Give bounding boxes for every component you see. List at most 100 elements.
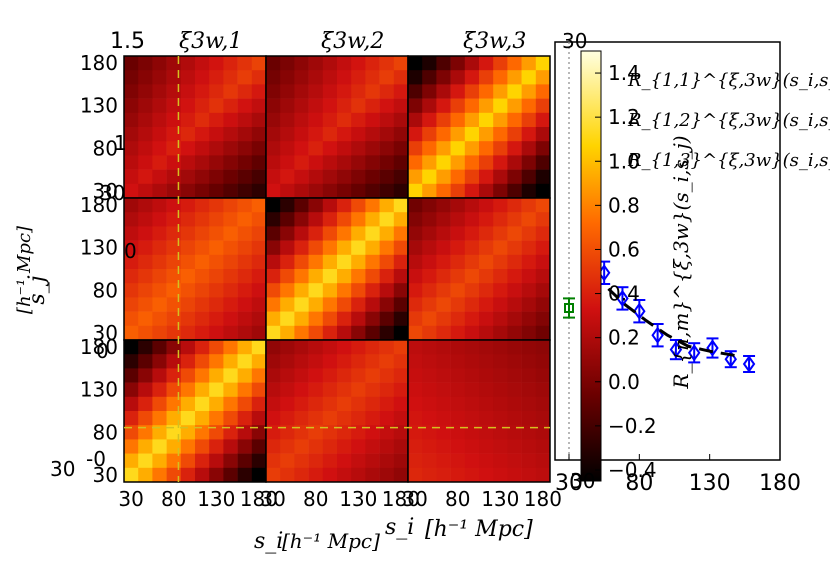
heatmap-cell <box>209 340 224 355</box>
heatmap-cell <box>138 269 153 284</box>
heatmap-cell <box>493 254 508 270</box>
colorbar-tick-label: 0.6 <box>608 237 640 261</box>
heatmap-cell <box>408 198 423 213</box>
heatmap-cell <box>322 340 338 355</box>
heatmap-cell <box>280 425 295 440</box>
heatmap-cell <box>408 127 423 142</box>
heatmap-cell <box>209 453 224 469</box>
heatmap-cell <box>294 297 309 312</box>
heatmap-cell <box>223 396 238 412</box>
heatmap-cell <box>436 439 451 454</box>
heatmap-cell <box>166 439 182 454</box>
heatmap-cell <box>521 283 537 298</box>
heatmap-cell <box>322 439 338 454</box>
heatmap-cell <box>223 56 238 71</box>
heatmap-cell <box>521 269 537 284</box>
heatmap-cell <box>337 325 352 341</box>
heatmap-cell <box>535 283 551 298</box>
heatmap-cell <box>294 283 309 298</box>
heatmap-cell <box>138 70 153 85</box>
heatmap-cell <box>436 354 451 369</box>
heatmap-cell <box>521 439 537 454</box>
heatmap-cell <box>493 198 508 213</box>
heatmap-cell <box>124 183 139 199</box>
heatmap-cell <box>393 425 409 440</box>
heatmap-cell <box>322 56 338 71</box>
heatmap-cell <box>422 112 437 128</box>
heatmap-cell <box>422 311 437 327</box>
heatmap-cell <box>436 368 451 383</box>
heatmap-cell <box>351 467 366 483</box>
heatmap-cell <box>223 155 238 170</box>
heatmap-cell <box>365 382 380 398</box>
heatmap-cell <box>152 98 167 114</box>
heatmap-cell <box>266 453 281 469</box>
heatmap-cell <box>337 467 352 483</box>
heatmap-cell <box>223 411 238 426</box>
heatmap-cell <box>152 198 167 213</box>
x-axis-label: s_i <box>254 529 283 554</box>
heatmap-cell <box>152 127 167 142</box>
heatmap-cell <box>379 98 395 114</box>
heatmap-cell <box>351 283 366 298</box>
heatmap-cell <box>124 70 139 85</box>
heatmap-cell <box>138 141 153 156</box>
heatmap-cell <box>280 240 295 256</box>
heatmap-panel-2-0 <box>123 339 267 483</box>
heatmap-cell <box>237 141 253 156</box>
heatmap-cell <box>237 254 253 270</box>
heatmap-cell <box>479 467 494 483</box>
colorbar-tick-label: 0.0 <box>608 370 640 394</box>
heatmap-cell <box>237 70 253 85</box>
heatmap-cell <box>209 368 224 383</box>
heatmap-cell <box>124 396 139 412</box>
heatmap-cell <box>124 240 139 256</box>
heatmap-cell <box>180 340 196 355</box>
heatmap-cell <box>507 183 522 199</box>
heatmap-cell <box>223 212 238 227</box>
heatmap-cell <box>379 340 395 355</box>
heatmap-cell <box>124 198 139 213</box>
heatmap-cell <box>436 183 451 199</box>
heatmap-cell <box>379 127 395 142</box>
heatmap-cell <box>450 425 466 440</box>
heatmap-cell <box>535 127 551 142</box>
heatmap-cell <box>535 141 551 156</box>
heatmap-cell <box>308 283 324 298</box>
line-x-tick-label: 180 <box>759 471 801 496</box>
heatmap-cell <box>521 297 537 312</box>
heatmap-cell <box>266 240 281 256</box>
heatmap-cell <box>479 311 494 327</box>
heatmap-cell <box>294 112 309 128</box>
heatmap-cell <box>351 396 366 412</box>
heatmap-cell <box>322 368 338 383</box>
heatmap-cell <box>365 297 380 312</box>
heatmap-cell <box>308 297 324 312</box>
heatmap-cell <box>521 141 537 156</box>
heatmap-cell <box>535 467 551 483</box>
heatmap-cell <box>422 183 437 199</box>
heatmap-cell <box>393 382 409 398</box>
heatmap-cell <box>379 269 395 284</box>
heatmap-cell <box>308 183 324 199</box>
heatmap-cell <box>322 453 338 469</box>
heatmap-cell <box>308 254 324 270</box>
heatmap-cell <box>294 155 309 170</box>
heatmap-cell <box>379 240 395 256</box>
heatmap-cell <box>337 453 352 469</box>
heatmap-cell <box>308 240 324 256</box>
heatmap-cell <box>393 56 409 71</box>
heatmap-cell <box>152 439 167 454</box>
heatmap-cell <box>152 112 167 128</box>
heatmap-cell <box>479 368 494 383</box>
heatmap-cell <box>351 112 366 128</box>
heatmap-cell <box>152 354 167 369</box>
panel-title: ξ3w,3 <box>463 29 526 54</box>
heatmap-cell <box>408 254 423 270</box>
heatmap-cell <box>422 70 437 85</box>
heatmap-cell <box>521 425 537 440</box>
heatmap-cell <box>507 340 522 355</box>
heatmap-cell <box>180 283 196 298</box>
heatmap-cell <box>223 283 238 298</box>
x-tick-label: 80 <box>161 487 186 511</box>
